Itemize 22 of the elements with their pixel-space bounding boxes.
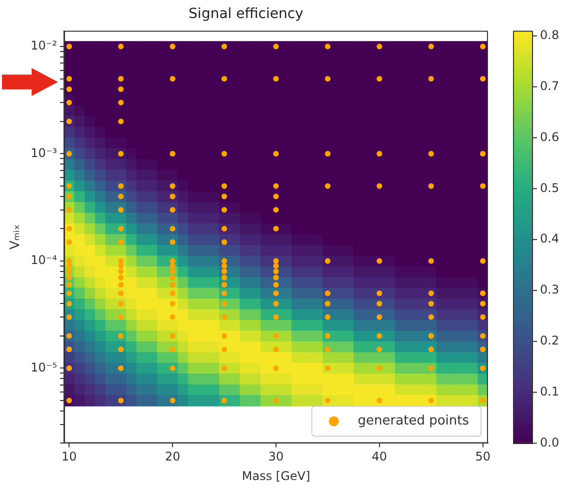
chart-title: Signal efficiency — [188, 6, 304, 22]
legend-label: generated points — [358, 414, 470, 429]
x-tick-label: 50 — [475, 450, 490, 464]
color-bar-label: 0.4 — [540, 232, 560, 246]
x-axis-title: Mass [GeV] — [242, 468, 310, 483]
y-tick-label: 10⁻² — [30, 38, 58, 53]
color-bar-label: 0.2 — [540, 334, 560, 348]
x-tick-label: 20 — [164, 450, 180, 464]
y-tick-label: 10⁻⁴ — [30, 253, 58, 268]
color-bar-label: 0.8 — [540, 28, 560, 42]
color-bar-label: 0.5 — [540, 180, 560, 195]
color-bar-label: 0.6 — [540, 130, 560, 144]
y-tick-label: 10⁻³ — [30, 146, 58, 160]
y-tick-label: 10⁻⁵ — [30, 360, 58, 374]
color-bar-label: 0.0 — [540, 435, 560, 450]
x-tick-label: 40 — [372, 450, 388, 464]
y-axis-title: Vₘᵢₓ — [8, 224, 24, 250]
color-bar-label: 0.7 — [540, 78, 560, 93]
x-tick-label: 10 — [62, 450, 77, 464]
x-tick-label: 30 — [268, 450, 284, 464]
color-bar-label: 0.3 — [540, 282, 560, 297]
color-bar-label: 0.1 — [540, 384, 560, 398]
